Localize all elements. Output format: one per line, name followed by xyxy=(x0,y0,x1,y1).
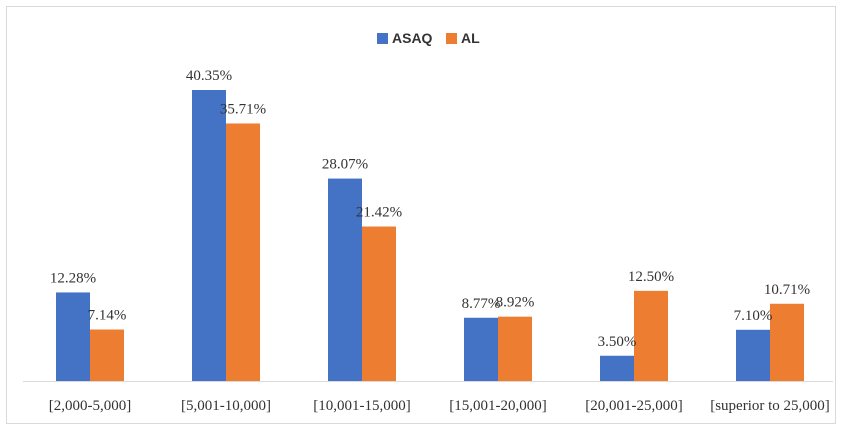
legend: ASAQ AL xyxy=(377,30,480,46)
x-tick-labels: [2,000-5,000] [5,001-10,000] [10,001-15,00… xyxy=(49,398,830,414)
legend-label-al: AL xyxy=(461,30,480,46)
data-label-al-3: 8.92% xyxy=(496,295,535,311)
bar-al-3 xyxy=(498,316,532,381)
bar-al-4 xyxy=(634,290,668,381)
data-label-asaq-5: 7.10% xyxy=(734,308,773,324)
legend-swatch-asaq xyxy=(377,33,388,44)
bar-asaq-0 xyxy=(56,292,90,381)
data-label-asaq-2: 28.07% xyxy=(322,157,368,173)
legend-label-asaq: ASAQ xyxy=(392,30,433,46)
data-label-asaq-0: 12.28% xyxy=(50,270,96,286)
data-label-al-4: 12.50% xyxy=(628,269,674,285)
bar-al-1 xyxy=(226,123,260,381)
data-label-al-1: 35.71% xyxy=(220,101,266,117)
bars xyxy=(56,90,804,381)
data-label-al-0: 7.14% xyxy=(88,308,127,324)
x-tick-label-4: [20,001-25,000] xyxy=(585,398,683,414)
bar-al-5 xyxy=(770,303,804,381)
data-label-al-5: 10.71% xyxy=(764,282,810,298)
data-label-asaq-4: 3.50% xyxy=(598,334,637,350)
data-label-asaq-3: 8.77% xyxy=(462,296,501,312)
bar-al-2 xyxy=(362,226,396,381)
bar-asaq-5 xyxy=(736,329,770,381)
bar-asaq-3 xyxy=(464,317,498,381)
bar-chart: ASAQ AL 12.28% 7.14% 40.35% 35.71% 28.07% 21.4… xyxy=(23,30,833,414)
x-tick-label-3: [15,001-20,000] xyxy=(449,398,547,414)
x-tick-label-5: [superior to 25,000] xyxy=(710,398,830,414)
data-labels: 12.28% 7.14% 40.35% 35.71% 28.07% 21.42% 8.77%… xyxy=(50,68,810,350)
x-tick-label-2: [10,001-15,000] xyxy=(313,398,411,414)
legend-swatch-al xyxy=(446,33,457,44)
x-tick-label-1: [5,001-10,000] xyxy=(181,398,271,414)
data-label-asaq-1: 40.35% xyxy=(186,68,232,84)
bar-asaq-1 xyxy=(192,90,226,381)
bar-al-0 xyxy=(90,329,124,381)
chart-frame: ASAQ AL 12.28% 7.14% 40.35% 35.71% 28.07% 21.4… xyxy=(6,6,836,424)
bar-asaq-2 xyxy=(328,178,362,381)
data-label-al-2: 21.42% xyxy=(356,205,402,221)
bar-asaq-4 xyxy=(600,355,634,381)
x-tick-label-0: [2,000-5,000] xyxy=(49,398,132,414)
